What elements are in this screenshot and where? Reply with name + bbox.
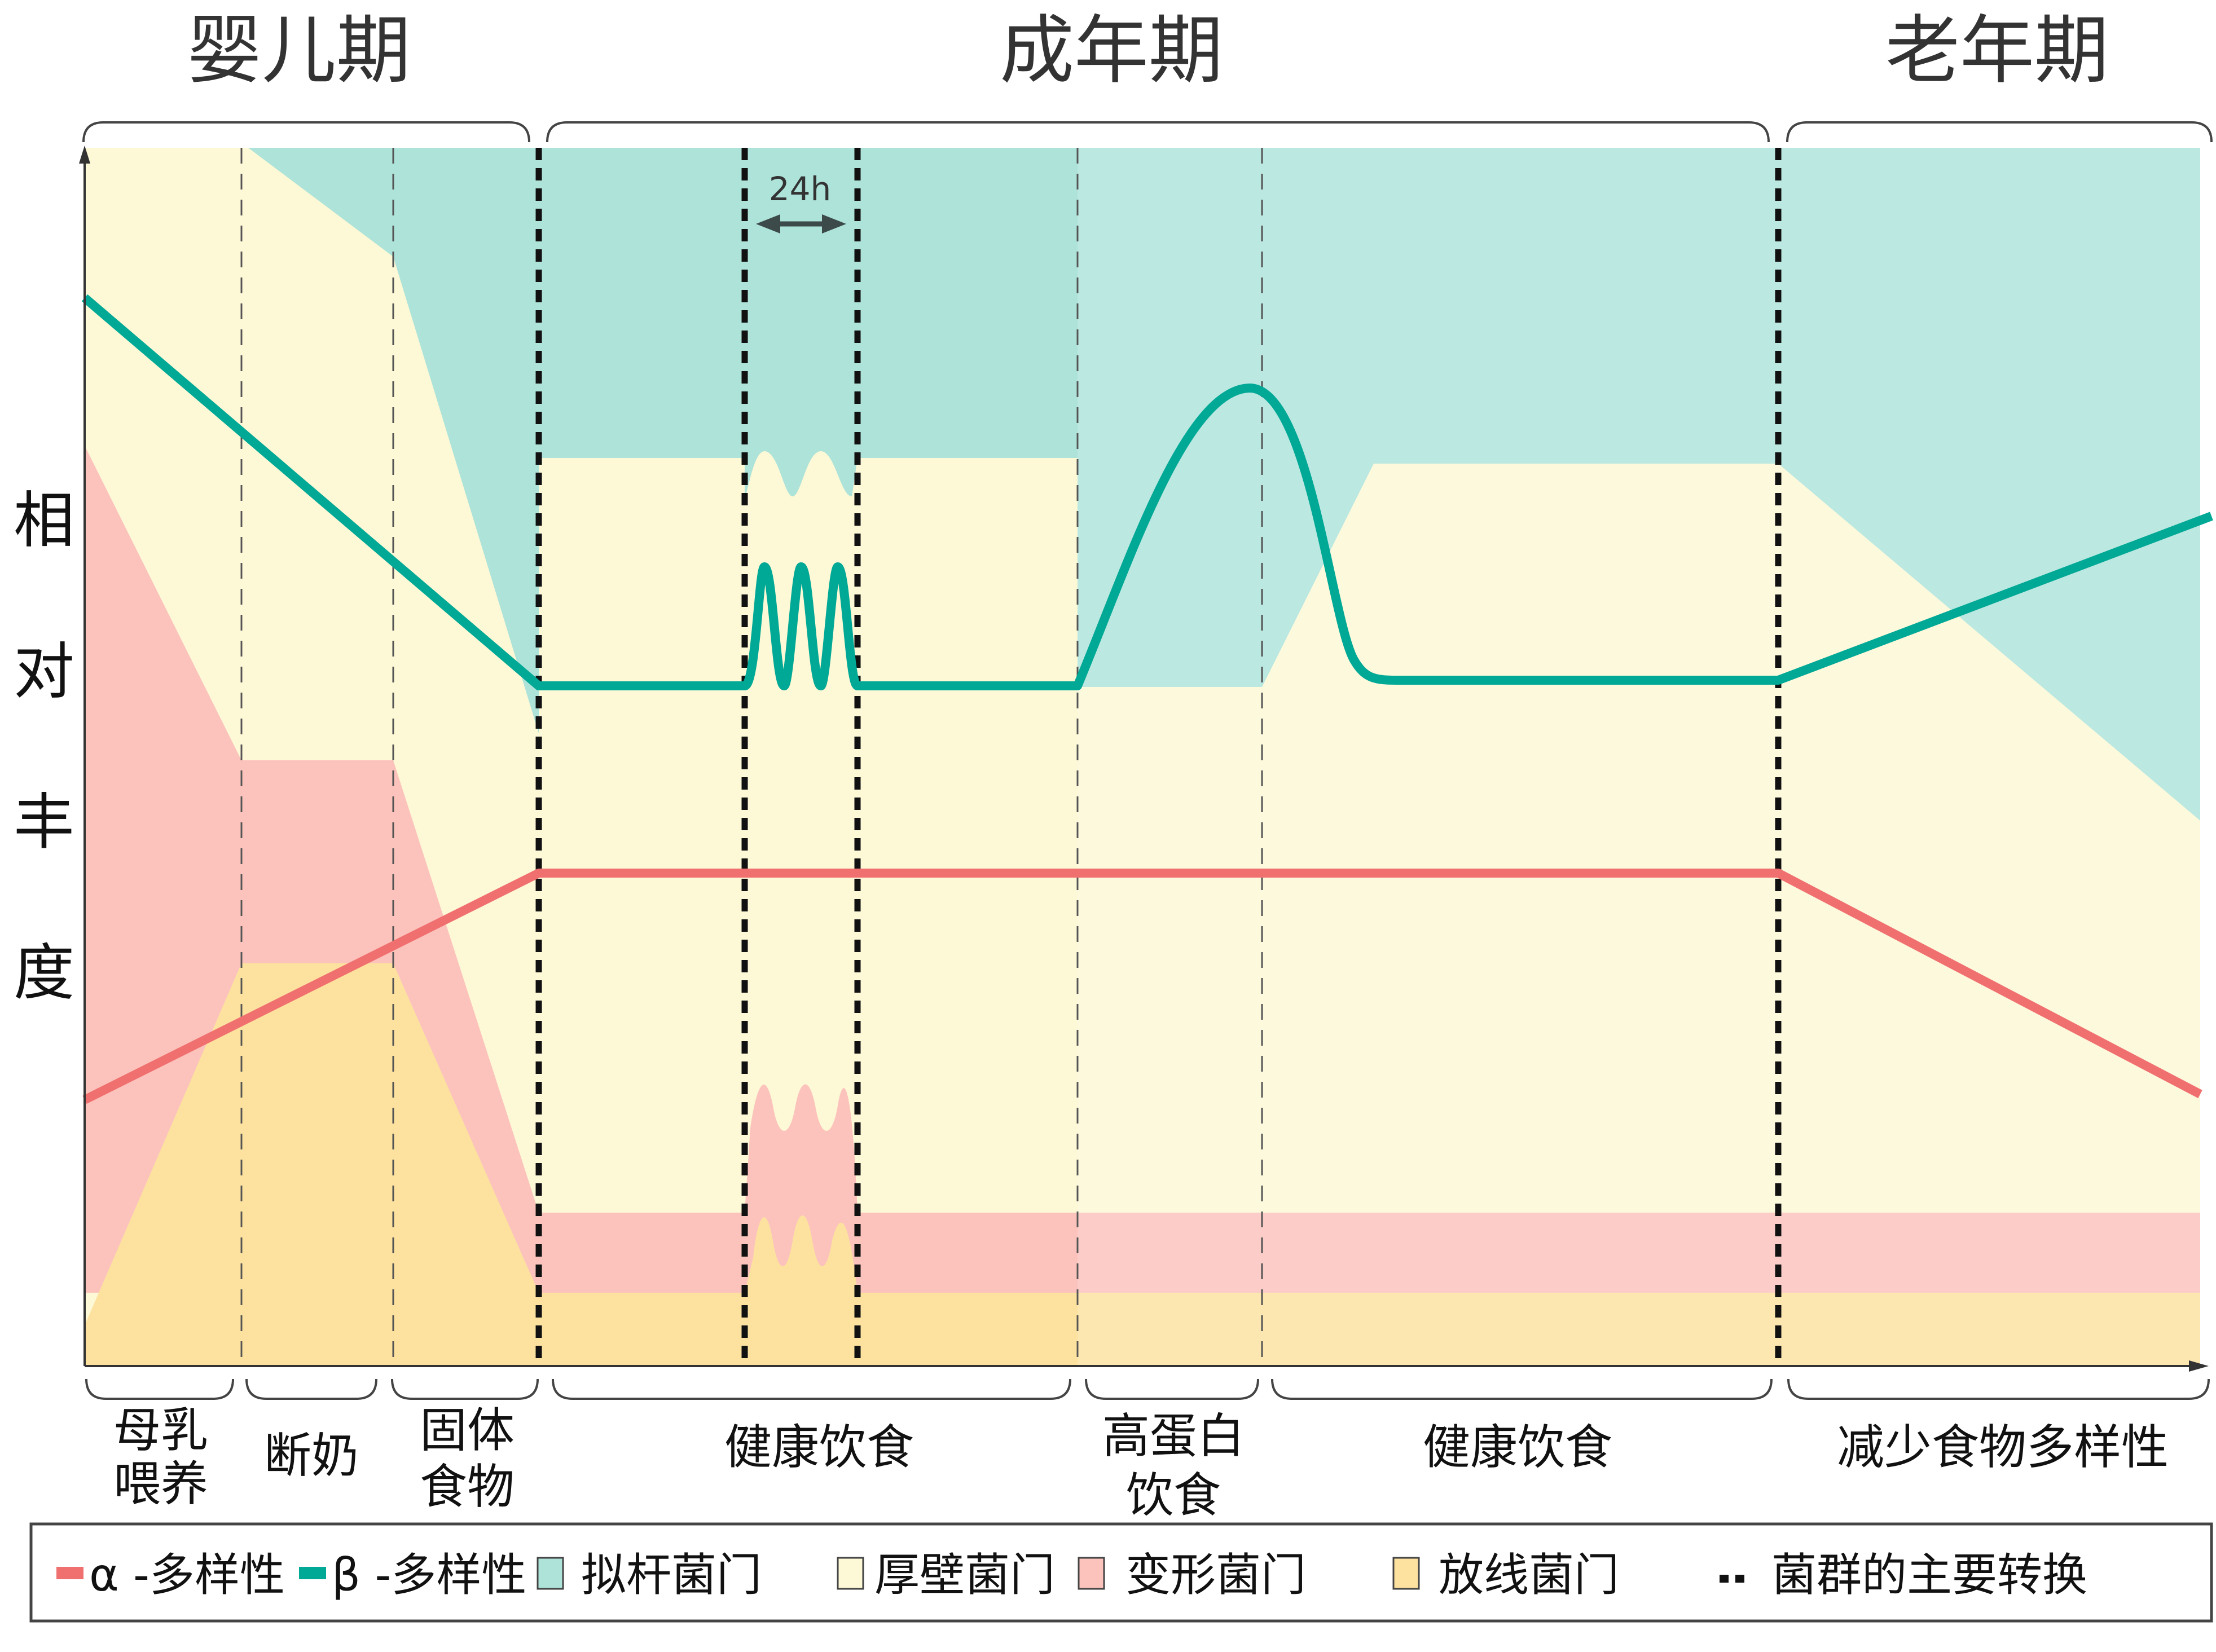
svg-text:α -多样性: α -多样性 (89, 1549, 285, 1601)
phase-divider-lines (240, 148, 1263, 1366)
svg-text:菌群的主要转换: 菌群的主要转换 (1771, 1549, 2087, 1601)
bottom-brackets (85, 1378, 2210, 1400)
legend-item-firmicutes: 厚壁菌门 (837, 1549, 1055, 1601)
phase-weaning: 断奶 (264, 1428, 359, 1483)
svg-text:度: 度 (14, 938, 74, 1008)
phase-healthy-diet-2: 健康饮食 (1423, 1420, 1612, 1475)
legend: α -多样性 β -多样性 拟杆菌门 厚壁菌门 变形菌门 放线菌门 菌群的主要转… (29, 1522, 2213, 1623)
top-brackets (82, 121, 2213, 143)
svg-text:喂养: 喂养 (113, 1456, 208, 1512)
diet-phase-labels: 母乳 喂养 断奶 固体 食物 健康饮食 高蛋白 饮食 健康饮食 减少食物多样性 (113, 1403, 2169, 1523)
stage-title-adulthood: 成年期 (1000, 7, 1223, 94)
phase-solid-food: 固体 (420, 1403, 515, 1458)
actinobacteria-area (85, 963, 2200, 1366)
svg-text:丰: 丰 (14, 787, 74, 858)
svg-text:饮食: 饮食 (1126, 1468, 1221, 1523)
phase-high-protein: 高蛋白 (1102, 1408, 1245, 1464)
svg-text:厚壁菌门: 厚壁菌门 (874, 1549, 1055, 1601)
phase-healthy-diet-1: 健康饮食 (724, 1420, 914, 1475)
y-axis-label: 相 对 丰 度 (14, 486, 74, 1008)
legend-item-bacteroidetes: 拟杆菌门 (537, 1549, 762, 1601)
legend-item-proteobacteria: 变形菌门 (1078, 1549, 1306, 1601)
stage-title-old-age: 老年期 (1885, 7, 2109, 94)
annotation-24h: 24h (769, 170, 832, 208)
legend-item-major-transition: 菌群的主要转换 (1720, 1549, 2087, 1601)
stage-title-infancy: 婴儿期 (187, 7, 411, 94)
axes (79, 146, 2209, 1372)
svg-text:食物: 食物 (420, 1459, 515, 1514)
major-transition-lines (535, 148, 1782, 1366)
legend-item-alpha: α -多样性 (56, 1549, 285, 1601)
plot-area (85, 148, 2200, 1366)
alpha-diversity-line (82, 869, 2202, 1104)
svg-text:β -多样性: β -多样性 (332, 1549, 526, 1601)
phase-breastfeeding: 母乳 (113, 1403, 208, 1458)
phase-reduced-diversity: 减少食物多样性 (1837, 1420, 2169, 1475)
double-arrow-icon (756, 214, 846, 234)
svg-text:拟杆菌门: 拟杆菌门 (581, 1549, 762, 1601)
beta-diversity-line (81, 294, 2213, 690)
svg-text:变形菌门: 变形菌门 (1125, 1549, 1306, 1601)
svg-text:相: 相 (14, 486, 74, 556)
legend-item-actinobacteria: 放线菌门 (1392, 1549, 1619, 1601)
svg-text:对: 对 (14, 637, 74, 707)
bacteroidetes-area (248, 148, 2200, 821)
svg-text:放线菌门: 放线菌门 (1439, 1549, 1619, 1601)
legend-item-beta: β -多样性 (299, 1549, 526, 1601)
